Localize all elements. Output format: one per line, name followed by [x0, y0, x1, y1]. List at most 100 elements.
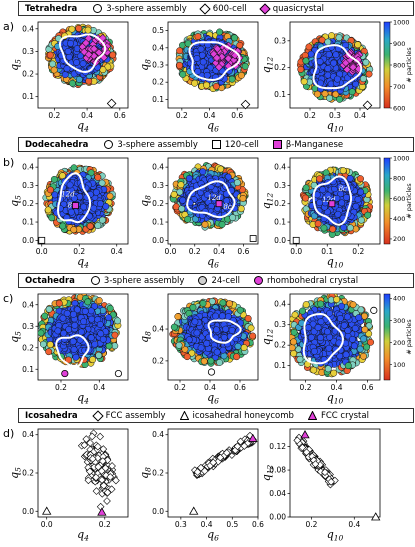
- data-point: [214, 30, 222, 38]
- data-point: [354, 195, 362, 203]
- data-point: [76, 184, 84, 191]
- data-point: [222, 63, 230, 71]
- data-point: [208, 64, 215, 72]
- data-point: [68, 58, 76, 66]
- data-point: [304, 76, 312, 84]
- data-point: [345, 205, 353, 213]
- data-point: [327, 65, 335, 73]
- data-point: [189, 66, 196, 74]
- data-point: [90, 204, 98, 212]
- data-point: [331, 93, 339, 101]
- data-point: [332, 51, 340, 59]
- data-point: [315, 58, 323, 65]
- data-point: [83, 321, 91, 329]
- data-point: [320, 33, 328, 41]
- data-point: [343, 188, 351, 196]
- data-point: [359, 52, 367, 60]
- data-point: [225, 167, 233, 175]
- data-point: [191, 51, 199, 59]
- data-point: [326, 191, 334, 199]
- data-point: [219, 180, 227, 188]
- data-point: [313, 60, 321, 68]
- data-point: [74, 194, 82, 201]
- data-point: [219, 197, 227, 205]
- data-point: [91, 205, 99, 213]
- data-point: [207, 49, 215, 57]
- data-point: [339, 74, 347, 82]
- data-point: [67, 50, 75, 57]
- crystal-point: [98, 34, 107, 43]
- data-point: [191, 61, 198, 68]
- data-point: [308, 60, 316, 67]
- data-point: [311, 217, 319, 225]
- data-point: [193, 185, 201, 193]
- data-point: [221, 32, 229, 40]
- data-point: [324, 185, 331, 193]
- data-point: [206, 82, 214, 90]
- data-point: [228, 200, 236, 208]
- data-point: [84, 186, 92, 194]
- crystal-point: [343, 60, 352, 69]
- data-point: [335, 45, 342, 53]
- data-point: [301, 191, 309, 199]
- data-point: [182, 187, 190, 195]
- data-point: [55, 307, 63, 315]
- data-point: [305, 207, 313, 215]
- data-point: [228, 170, 236, 178]
- data-point: [83, 218, 91, 226]
- legend-title: Dodecahedra: [25, 139, 89, 150]
- data-point: [203, 48, 210, 56]
- data-point: [86, 59, 94, 67]
- data-point: [204, 65, 212, 73]
- data-point: [179, 41, 186, 49]
- data-point: [201, 181, 209, 189]
- data-point: [79, 70, 87, 77]
- data-point: [186, 205, 194, 213]
- data-point: [57, 52, 65, 60]
- data-point: [76, 49, 84, 57]
- data-point: [334, 215, 341, 223]
- data-point: [313, 67, 320, 75]
- data-point: [315, 195, 322, 203]
- data-point: [332, 208, 340, 216]
- data-point: [220, 54, 228, 62]
- data-point: [191, 167, 199, 175]
- data-point: [211, 72, 219, 80]
- data-point: [84, 24, 92, 32]
- data-point: [101, 323, 109, 331]
- data-point: [340, 85, 348, 93]
- data-point: [211, 51, 219, 59]
- data-point: [99, 339, 107, 347]
- data-point: [231, 204, 239, 212]
- data-point: [199, 58, 207, 66]
- data-point: [349, 70, 357, 78]
- data-point: [70, 37, 77, 45]
- data-point: [88, 323, 96, 331]
- data-point: [91, 178, 99, 186]
- data-point: [315, 61, 322, 69]
- data-point: [364, 207, 372, 215]
- data-point: [205, 211, 212, 219]
- data-point: [344, 72, 352, 80]
- data-point: [84, 194, 92, 202]
- data-point: [223, 53, 230, 61]
- data-point: [94, 327, 102, 335]
- data-point: [69, 176, 77, 184]
- data-point: [228, 187, 236, 194]
- data-point: [347, 60, 355, 67]
- data-point: [317, 79, 324, 87]
- y-axis-label: q8: [138, 59, 153, 71]
- data-point: [302, 185, 310, 193]
- data-point: [206, 187, 214, 195]
- data-point: [70, 29, 78, 37]
- data-point: [324, 54, 332, 61]
- data-point: [323, 208, 331, 216]
- data-point: [72, 178, 80, 186]
- data-point: [87, 57, 95, 65]
- data-point: [45, 330, 53, 338]
- data-point: [44, 206, 52, 214]
- data-point: [77, 314, 85, 322]
- data-point: [341, 71, 349, 78]
- data-point: [66, 306, 74, 314]
- data-point: [207, 48, 214, 56]
